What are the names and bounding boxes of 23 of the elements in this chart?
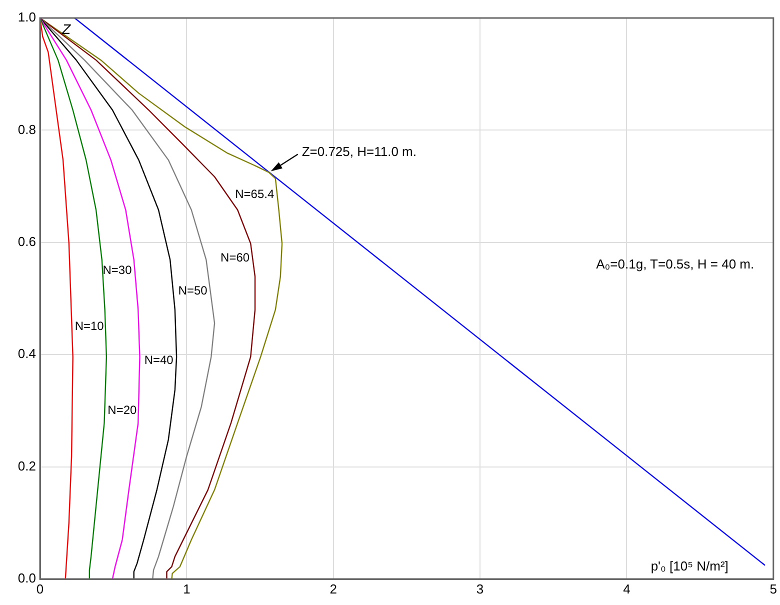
series-label: N=40 (144, 353, 174, 368)
y-tick-label: 0.0 (18, 570, 36, 586)
series-label: N=30 (102, 262, 132, 277)
series-label: N=65.4 (235, 187, 274, 202)
x-tick-label: 4 (623, 581, 630, 596)
annotation: A₀=0.1g, T=0.5s, H = 40 m. (596, 256, 754, 272)
x-tick-label: 2 (330, 581, 337, 596)
y-tick-label: 0.4 (18, 346, 36, 362)
series-label: N=20 (108, 403, 137, 418)
series-label: N=50 (178, 284, 208, 298)
x-tick-label: 1 (183, 581, 190, 596)
y-axis-title: Z (61, 20, 71, 37)
series-label: N=60 (220, 250, 250, 264)
y-tick-label: 1.0 (18, 10, 36, 25)
x-tick-label: 5 (770, 581, 777, 596)
series-label: N=10 (74, 318, 104, 333)
annotation: Z=0.725, H=11.0 m. (302, 144, 416, 159)
y-tick-label: 0.8 (18, 122, 36, 137)
x-tick-label: 3 (476, 581, 484, 596)
x-axis-title: p'₀ [10⁵ N/m²] (650, 558, 728, 574)
y-tick-label: 0.2 (18, 458, 36, 474)
y-tick-label: 0.6 (18, 234, 36, 249)
x-tick-label: 0 (36, 581, 44, 596)
